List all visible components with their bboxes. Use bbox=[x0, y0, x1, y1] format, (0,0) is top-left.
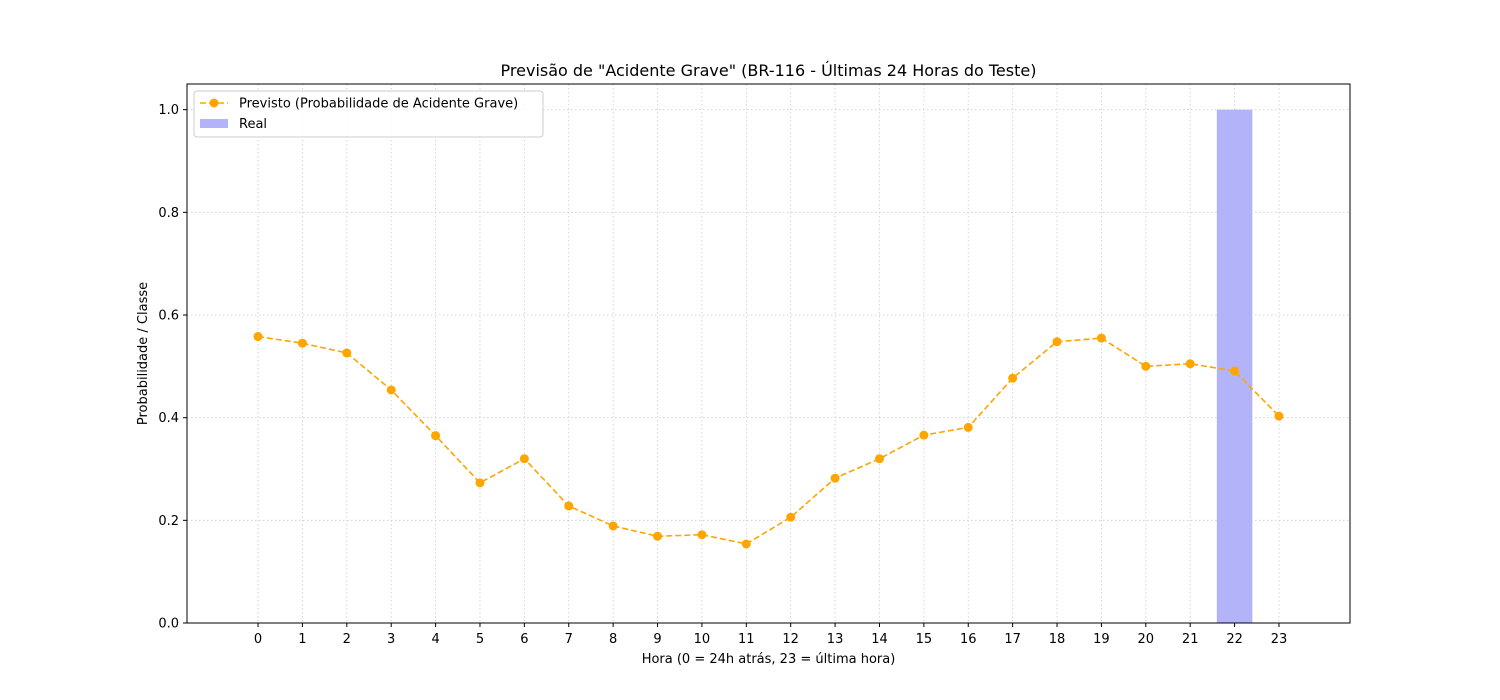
legend-box bbox=[193, 90, 544, 138]
x-axis: 0 1 2 3 4 5 6 7 8 9 10 11 12 13 14 15 16 17 18 19 20 21 22 23 bbox=[254, 623, 1287, 647]
predicted-line bbox=[257, 335, 1280, 545]
x-tick-label: 23 bbox=[1271, 632, 1288, 647]
legend: Previsto (Probabilidade de Acidente Grav… bbox=[193, 90, 544, 138]
x-tick-label: 5 bbox=[476, 632, 484, 647]
legend-label-real: Real bbox=[239, 117, 267, 132]
x-tick-label: 14 bbox=[871, 632, 888, 647]
predicted-point bbox=[963, 422, 973, 432]
x-tick-label: 0 bbox=[254, 632, 262, 647]
x-tick-label: 17 bbox=[1004, 632, 1021, 647]
x-tick-label: 2 bbox=[343, 632, 351, 647]
x-tick-label: 9 bbox=[653, 632, 661, 647]
y-tick-label: 0.2 bbox=[158, 514, 179, 529]
predicted-point bbox=[386, 385, 396, 395]
x-tick-label: 1 bbox=[298, 632, 306, 647]
predicted-point bbox=[475, 478, 485, 488]
y-tick-label: 0.4 bbox=[158, 411, 179, 426]
x-tick-label: 11 bbox=[738, 632, 755, 647]
x-tick-label: 3 bbox=[387, 632, 395, 647]
x-tick-label: 22 bbox=[1226, 632, 1243, 647]
x-tick-label: 4 bbox=[431, 632, 439, 647]
y-axis: 0.0 0.2 0.4 0.6 0.8 1.0 bbox=[158, 103, 187, 632]
predicted-point bbox=[919, 430, 929, 440]
predicted-point bbox=[1141, 361, 1151, 371]
x-tick-label: 13 bbox=[827, 632, 844, 647]
predicted-point bbox=[297, 338, 307, 348]
predicted-point bbox=[1185, 359, 1195, 369]
plot-frame bbox=[186, 83, 1351, 624]
x-tick-label: 10 bbox=[694, 632, 711, 647]
x-tick-label: 19 bbox=[1093, 632, 1110, 647]
predicted-point bbox=[653, 531, 663, 541]
x-tick-label: 12 bbox=[782, 632, 799, 647]
predicted-point bbox=[786, 512, 796, 522]
x-axis-label: Hora (0 = 24h atrás, 23 = última hora) bbox=[642, 652, 896, 667]
real-bar bbox=[1216, 109, 1253, 623]
predicted-point bbox=[1230, 366, 1240, 376]
x-tick-label: 6 bbox=[520, 632, 528, 647]
x-tick-label: 16 bbox=[960, 632, 977, 647]
predicted-point bbox=[431, 431, 441, 441]
x-tick-label: 15 bbox=[916, 632, 933, 647]
predicted-point bbox=[1052, 337, 1062, 347]
predicted-point bbox=[1008, 373, 1018, 383]
predicted-point bbox=[741, 539, 751, 549]
predicted-point bbox=[564, 501, 574, 511]
y-tick-label: 0.0 bbox=[158, 617, 179, 632]
predicted-point bbox=[608, 521, 618, 531]
predicted-point bbox=[1096, 333, 1106, 343]
legend-label-previsto: Previsto (Probabilidade de Acidente Grav… bbox=[239, 97, 518, 112]
predicted-point bbox=[519, 454, 529, 464]
predicted-point bbox=[830, 473, 840, 483]
predicted-point bbox=[697, 530, 707, 540]
y-axis-label: Probabilidade / Classe bbox=[136, 282, 151, 425]
y-tick-label: 1.0 bbox=[158, 103, 179, 118]
x-tick-label: 8 bbox=[609, 632, 617, 647]
predicted-point bbox=[253, 332, 263, 342]
x-tick-label: 21 bbox=[1182, 632, 1199, 647]
chart-title: Previsão de "Acidente Grave" (BR-116 - Ú… bbox=[501, 61, 1037, 80]
predicted-series bbox=[253, 332, 1284, 549]
x-tick-label: 7 bbox=[565, 632, 573, 647]
x-tick-label: 18 bbox=[1049, 632, 1066, 647]
x-tick-label: 20 bbox=[1138, 632, 1155, 647]
predicted-point bbox=[1274, 411, 1284, 421]
legend-marker-swatch bbox=[209, 98, 219, 108]
legend-bar-swatch bbox=[200, 119, 228, 128]
y-tick-label: 0.8 bbox=[158, 206, 179, 221]
y-tick-label: 0.6 bbox=[158, 309, 179, 324]
real-bars bbox=[1216, 109, 1253, 623]
predicted-point bbox=[342, 348, 352, 358]
predicted-point bbox=[874, 454, 884, 464]
grid bbox=[187, 84, 1350, 624]
